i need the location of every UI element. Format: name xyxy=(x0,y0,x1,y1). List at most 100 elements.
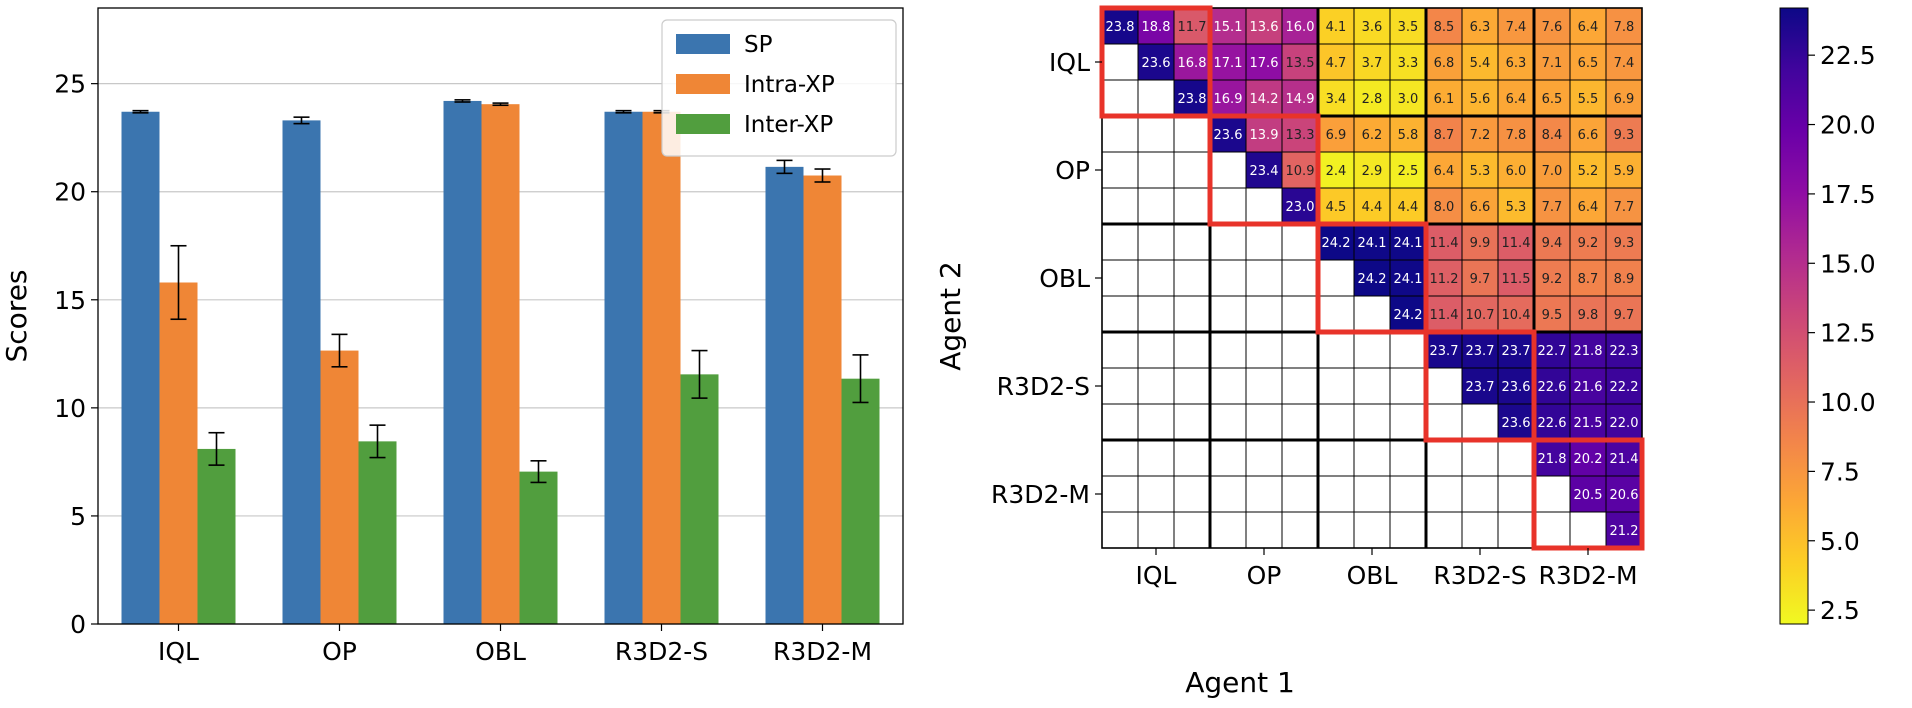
heatmap-cell xyxy=(1101,511,1139,549)
heatmap-cell xyxy=(1317,511,1355,549)
heatmap-cell-value: 14.2 xyxy=(1250,92,1279,107)
heatmap-cell xyxy=(1497,295,1535,333)
heatmap-cell xyxy=(1605,7,1643,45)
bar-inter-xp-iql xyxy=(197,448,236,624)
heatmap-cell xyxy=(1209,367,1247,405)
heatmap-cell xyxy=(1353,403,1391,441)
heatmap-cell xyxy=(1101,187,1139,225)
colorbar-gradient xyxy=(1779,7,1809,625)
heatmap-cell xyxy=(1101,79,1139,117)
heatmap-cell xyxy=(1101,439,1139,477)
heatmap-cell xyxy=(1425,511,1463,549)
bar-bars xyxy=(121,100,880,625)
heatmap-cell xyxy=(1605,43,1643,81)
heatmap-cell xyxy=(1137,79,1175,117)
heatmap-cell xyxy=(1281,475,1319,513)
heatmap-cell xyxy=(1173,259,1211,297)
heatmap-cell xyxy=(1317,331,1355,369)
heatmap-cell-value: 9.3 xyxy=(1614,128,1635,143)
colorbar-tick-label: 5.0 xyxy=(1820,527,1860,556)
heatmap-cell xyxy=(1137,259,1175,297)
bar-inter-xp-op xyxy=(358,441,397,624)
heatmap-cell xyxy=(1353,331,1391,369)
bar-intra-xp-r3d2-s xyxy=(642,111,681,624)
heatmap-cell xyxy=(1353,511,1391,549)
bar-legend: SP Intra-XP Inter-XP xyxy=(661,19,897,157)
heatmap-cell-value: 4.7 xyxy=(1326,56,1347,71)
heatmap-cell xyxy=(1569,475,1607,513)
heatmap-cell xyxy=(1101,259,1139,297)
heatmap-cell-value: 5.3 xyxy=(1470,164,1491,179)
heatmap-cell-value: 9.4 xyxy=(1542,236,1563,251)
bar-y-tick-label: 0 xyxy=(70,610,86,639)
heatmap-cell xyxy=(1245,439,1283,477)
heatmap-cell xyxy=(1461,331,1499,369)
heatmap-cell-value: 4.5 xyxy=(1326,200,1347,215)
heatmap-cell-value: 9.2 xyxy=(1542,272,1563,287)
heatmap-cell-value: 9.2 xyxy=(1578,236,1599,251)
heatmap-cell xyxy=(1497,151,1535,189)
heatmap-cell xyxy=(1461,475,1499,513)
heatmap-cell xyxy=(1605,187,1643,225)
heatmap-cell-value: 24.2 xyxy=(1322,236,1351,251)
heatmap-diagonal-box xyxy=(1423,329,1537,443)
heatmap-cell xyxy=(1533,223,1571,261)
heatmap-cell xyxy=(1317,439,1355,477)
heatmap-cells: 23.8 18.8 11.7 15.1 13.6 16.0 4.1 3.6 3.5 8.5 6.3 7… xyxy=(1101,7,1643,549)
heatmap-cell-value: 24.2 xyxy=(1394,308,1423,323)
heatmap-cell xyxy=(1209,331,1247,369)
heatmap-cell xyxy=(1461,259,1499,297)
heatmap-cell-value: 22.7 xyxy=(1538,344,1567,359)
heatmap-cell xyxy=(1497,115,1535,153)
heatmap-cell-value: 3.3 xyxy=(1398,56,1419,71)
legend-swatch-inter-xp xyxy=(676,114,730,134)
heatmap-cell-value: 10.9 xyxy=(1286,164,1315,179)
heatmap-cell-value: 20.2 xyxy=(1574,452,1603,467)
heatmap-cell xyxy=(1461,511,1499,549)
heatmap-cell-value: 6.0 xyxy=(1506,164,1527,179)
bar-y-tick-label: 25 xyxy=(54,70,86,99)
heatmap-cell-value: 21.5 xyxy=(1574,416,1603,431)
heatmap-cell xyxy=(1281,331,1319,369)
heatmap-cell-value: 16.8 xyxy=(1178,56,1207,71)
heatmap-cell xyxy=(1245,187,1283,225)
heatmap-cell xyxy=(1101,367,1139,405)
colorbar: 2.5 5.0 7.5 10.0 12.5 15.0 17.5 20.0 22.5 xyxy=(1779,7,1876,625)
bar-y-tick-label: 5 xyxy=(70,502,86,531)
heatmap-cell xyxy=(1173,367,1211,405)
heatmap-cell xyxy=(1101,115,1139,153)
heatmap-cell-value: 9.5 xyxy=(1542,308,1563,323)
heatmap-cell xyxy=(1137,403,1175,441)
heatmap-cell-value: 23.4 xyxy=(1250,164,1279,179)
bar-inter-xp-r3d2-s xyxy=(680,374,719,624)
heatmap-cell-value: 4.4 xyxy=(1398,200,1419,215)
heatmap-cell-value: 7.6 xyxy=(1542,20,1563,35)
colorbar-tick-label: 12.5 xyxy=(1820,319,1876,348)
heatmap-cell-value: 23.7 xyxy=(1466,380,1495,395)
heatmap-cell-value: 6.6 xyxy=(1578,128,1599,143)
heatmap-cell xyxy=(1245,475,1283,513)
heatmap-cell xyxy=(1461,403,1499,441)
heatmap-cell xyxy=(1101,403,1139,441)
heatmap-diagonal-box xyxy=(1315,221,1429,335)
legend-label: Intra-XP xyxy=(744,72,835,98)
heatmap-cell xyxy=(1245,403,1283,441)
heatmap-cell-value: 15.1 xyxy=(1214,20,1243,35)
heatmap-cell-value: 6.9 xyxy=(1326,128,1347,143)
heatmap-cell-value: 13.5 xyxy=(1286,56,1315,71)
heatmap-cell-value: 9.8 xyxy=(1578,308,1599,323)
heatmap-cell-value: 3.7 xyxy=(1362,56,1383,71)
heatmap-cell-value: 6.5 xyxy=(1578,56,1599,71)
heatmap-cell-value: 6.4 xyxy=(1434,164,1455,179)
heatmap-cell xyxy=(1353,151,1391,189)
heatmap-cell-value: 5.4 xyxy=(1470,56,1491,71)
heatmap-cell xyxy=(1389,79,1427,117)
heatmap-cell xyxy=(1173,43,1211,81)
heatmap-x-axis: IQL OP OBL R3D2-S R3D2-M xyxy=(1136,548,1638,590)
heatmap-cell-value: 21.8 xyxy=(1538,452,1567,467)
heatmap-cell xyxy=(1569,79,1607,117)
heatmap-cell xyxy=(1605,331,1643,369)
legend-swatch-intra-xp xyxy=(676,74,730,94)
legend-swatch-sp xyxy=(676,34,730,54)
heatmap-cell-value: 13.6 xyxy=(1250,20,1279,35)
